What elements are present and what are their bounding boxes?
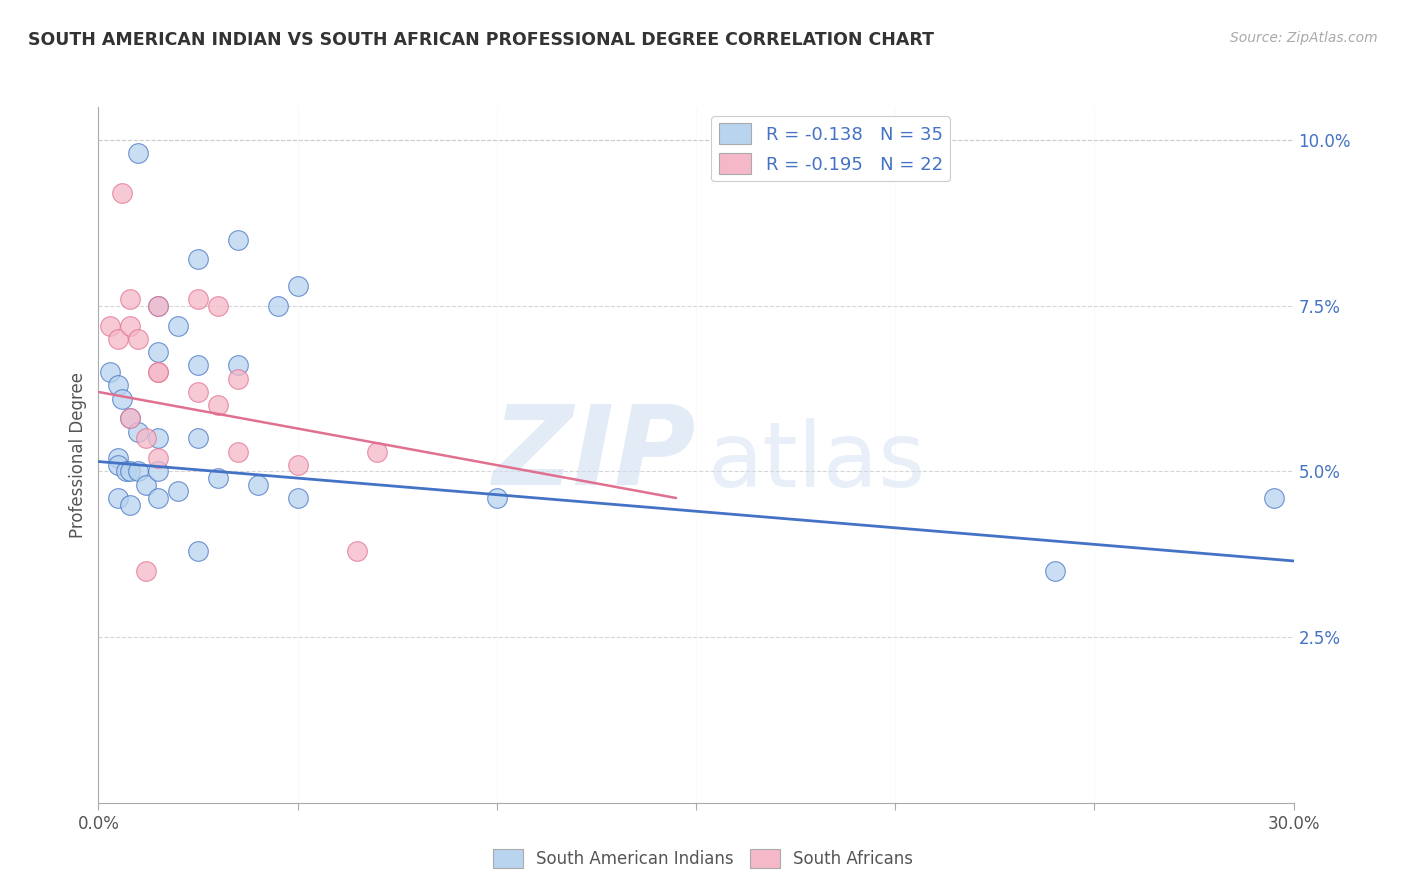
Point	[1043, 564, 1066, 578]
Point	[187, 384, 209, 399]
Point	[127, 465, 149, 479]
Point	[148, 365, 170, 379]
Point	[207, 299, 229, 313]
Point	[120, 411, 142, 425]
Point	[120, 465, 142, 479]
Point	[148, 491, 170, 505]
Point	[226, 372, 249, 386]
Text: atlas: atlas	[709, 417, 927, 506]
Point	[287, 458, 309, 472]
Point	[187, 544, 209, 558]
Point	[107, 491, 129, 505]
Point	[207, 398, 229, 412]
Point	[187, 431, 209, 445]
Point	[148, 299, 170, 313]
Point	[346, 544, 368, 558]
Point	[98, 365, 122, 379]
Point	[148, 365, 170, 379]
Point	[127, 332, 149, 346]
Point	[107, 458, 129, 472]
Point	[167, 318, 190, 333]
Point	[287, 491, 309, 505]
Point	[366, 444, 388, 458]
Point	[148, 465, 170, 479]
Point	[148, 431, 170, 445]
Point	[1263, 491, 1285, 505]
Point	[187, 252, 209, 267]
Point	[107, 378, 129, 392]
Point	[107, 332, 129, 346]
Point	[127, 146, 149, 161]
Point	[226, 444, 249, 458]
Point	[226, 233, 249, 247]
Point	[148, 451, 170, 466]
Point	[267, 299, 290, 313]
Legend: R = -0.138   N = 35, R = -0.195   N = 22: R = -0.138 N = 35, R = -0.195 N = 22	[711, 116, 950, 181]
Point	[207, 471, 229, 485]
Point	[111, 392, 134, 406]
Text: SOUTH AMERICAN INDIAN VS SOUTH AFRICAN PROFESSIONAL DEGREE CORRELATION CHART: SOUTH AMERICAN INDIAN VS SOUTH AFRICAN P…	[28, 31, 934, 49]
Point	[120, 292, 142, 306]
Point	[148, 299, 170, 313]
Point	[98, 318, 122, 333]
Point	[135, 564, 157, 578]
Point	[127, 425, 149, 439]
Point	[115, 465, 138, 479]
Point	[135, 431, 157, 445]
Y-axis label: Professional Degree: Professional Degree	[69, 372, 87, 538]
Point	[226, 359, 249, 373]
Point	[187, 359, 209, 373]
Point	[187, 292, 209, 306]
Point	[287, 279, 309, 293]
Point	[120, 318, 142, 333]
Point	[120, 411, 142, 425]
Point	[107, 451, 129, 466]
Point	[120, 498, 142, 512]
Point	[135, 477, 157, 491]
Point	[246, 477, 269, 491]
Text: ZIP: ZIP	[492, 401, 696, 508]
Point	[111, 186, 134, 201]
Point	[485, 491, 508, 505]
Point	[148, 345, 170, 359]
Point	[167, 484, 190, 499]
Legend: South American Indians, South Africans: South American Indians, South Africans	[486, 842, 920, 875]
Text: Source: ZipAtlas.com: Source: ZipAtlas.com	[1230, 31, 1378, 45]
